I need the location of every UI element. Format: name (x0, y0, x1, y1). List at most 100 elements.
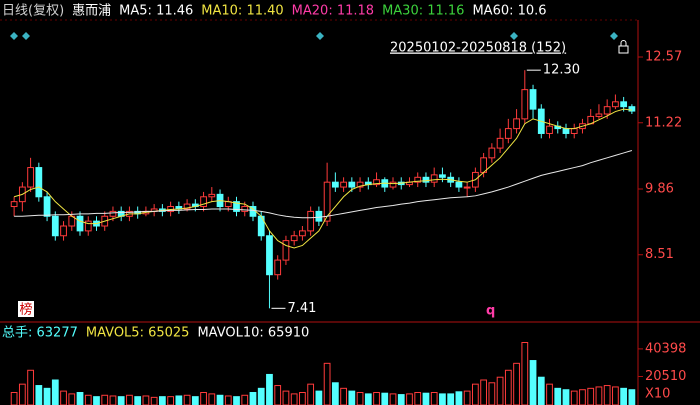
marker-label: q (486, 304, 495, 319)
volume-bar (282, 390, 290, 405)
volume-bar (142, 395, 150, 405)
annotation: 12.30 (543, 63, 580, 78)
marker (610, 32, 618, 40)
volume-bar (290, 393, 298, 405)
header-item: 日线(复权) (2, 3, 64, 19)
candle-body (496, 137, 504, 149)
ma-line (13, 108, 632, 249)
candle-body (323, 181, 331, 222)
candle-body (76, 215, 84, 232)
volume-bar (126, 394, 133, 405)
volume-bar (331, 382, 339, 405)
candle-body (315, 210, 323, 222)
volume-bar (134, 396, 142, 405)
volume-bar (406, 393, 413, 405)
header-item: MA5: 11.46 (119, 4, 193, 19)
candle-body (463, 186, 471, 189)
candle-body (183, 203, 191, 210)
volume-tick-label: 40398 (645, 341, 686, 356)
volume-bar (612, 386, 619, 405)
marker (22, 32, 30, 40)
candle-body (620, 101, 628, 108)
y-tick-label: 8.51 (645, 247, 674, 262)
candle-body (35, 167, 43, 198)
volume-bar (274, 385, 282, 405)
volume-bar (167, 396, 175, 405)
candle-body (266, 235, 273, 276)
volume-bar (241, 394, 249, 405)
y-tick-label: 11.22 (645, 115, 682, 130)
candle-body (282, 240, 290, 261)
marker (510, 32, 518, 40)
volume-bar (307, 383, 315, 405)
volume-bar (628, 389, 636, 405)
volume-bar (84, 394, 92, 405)
volume-bar (315, 390, 323, 405)
candle-body (595, 113, 603, 117)
volume-bar (208, 393, 216, 405)
volume-header-item: MAVOL10: 65910 (197, 326, 309, 341)
header-item: MA30: 11.16 (382, 4, 464, 19)
volume-bar (439, 393, 446, 405)
volume-bar (60, 390, 67, 405)
candle-body (430, 174, 438, 183)
header-item: 惠而浦 (72, 4, 111, 19)
range-label: 20250102-20250818 (152) (390, 41, 566, 56)
ma-line (14, 150, 633, 219)
y-tick-label: 12.57 (645, 50, 682, 65)
lock-icon (618, 40, 629, 54)
volume-bar (10, 392, 18, 405)
candle-body (422, 176, 430, 183)
volume-bar (43, 387, 51, 405)
candle-body (521, 89, 529, 120)
volume-bar (200, 392, 207, 405)
volume-bar (323, 362, 331, 405)
volume-bar (455, 391, 463, 405)
volume-bar (266, 373, 273, 405)
candle-body (612, 101, 619, 108)
badge: 榜 (19, 302, 32, 318)
candle-body (529, 89, 537, 110)
volume-bar (480, 379, 488, 405)
volume-bar (299, 392, 306, 405)
volume-bar (430, 392, 438, 405)
volume-bar (562, 389, 570, 405)
volume-bar (175, 395, 183, 405)
candle-body (307, 210, 315, 232)
volume-bar (537, 376, 545, 405)
candle-body (389, 181, 397, 188)
volume-header-item: MAVOL5: 65025 (86, 326, 190, 341)
volume-bar (216, 394, 224, 405)
candle-body (439, 174, 446, 178)
volume-bar (504, 369, 512, 405)
signal-markers (10, 32, 618, 40)
volume-bar (191, 396, 199, 405)
volume-bar (356, 392, 364, 405)
y-tick-label: 9.86 (645, 181, 674, 196)
volume-bar (257, 387, 265, 405)
header-item: MA60: 10.6 (472, 4, 546, 19)
volume-bar (595, 386, 603, 405)
candle-body (504, 128, 512, 139)
candle-body (414, 176, 422, 183)
volume-bar (447, 393, 455, 405)
candle-body (455, 181, 463, 188)
volume-bar (68, 393, 76, 405)
candle-body (628, 106, 636, 112)
volume-bar (249, 392, 257, 405)
volume-bar (76, 392, 84, 405)
candle-body (43, 196, 51, 217)
volume-bar (109, 395, 117, 405)
volume-bar (183, 394, 191, 405)
volume-bar (463, 390, 471, 405)
volume-bar (51, 379, 59, 405)
marker (10, 32, 18, 40)
volume-bar (529, 360, 537, 405)
candle-body (348, 181, 356, 188)
marker (316, 32, 324, 40)
volume-bar (348, 390, 356, 405)
candle-body (570, 128, 578, 134)
volume-bar (101, 394, 109, 405)
candle-body (60, 225, 67, 237)
